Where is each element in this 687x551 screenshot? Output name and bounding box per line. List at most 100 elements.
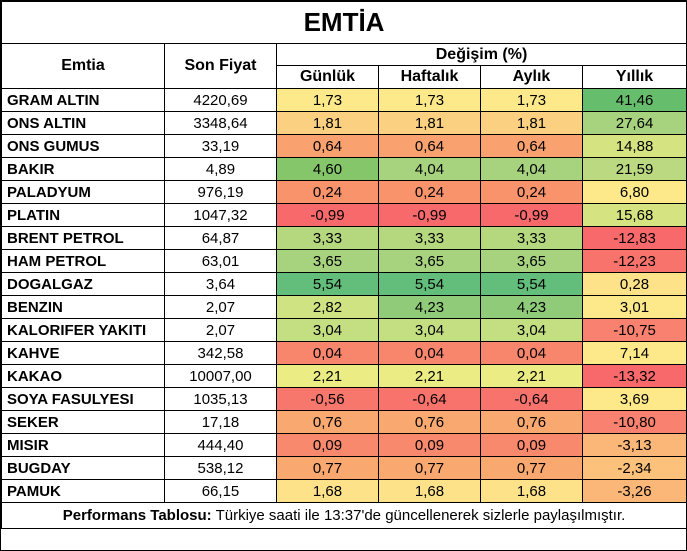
- yearly-change-cell: 41,46: [581, 88, 687, 112]
- last-price-cell: 64,87: [164, 226, 277, 250]
- monthly-change-cell: 0,76: [480, 410, 583, 434]
- daily-change-cell: 3,65: [276, 249, 379, 273]
- yearly-change-cell: -3,26: [581, 479, 687, 503]
- last-price-cell: 10007,00: [164, 364, 277, 388]
- commodity-name-cell: KALORIFER YAKITI: [1, 318, 165, 342]
- monthly-change-cell: 3,04: [480, 318, 583, 342]
- daily-change-cell: -0,56: [276, 387, 379, 411]
- table-row: PALADYUM 976,19 0,24 0,24 0,24 6,80: [1, 180, 687, 204]
- monthly-change-cell: -0,99: [480, 203, 583, 227]
- weekly-change-cell: 0,64: [378, 134, 481, 158]
- monthly-change-cell: 1,73: [480, 88, 583, 112]
- table-row: SOYA FASULYESI 1035,13 -0,56 -0,64 -0,64 3,69: [1, 387, 687, 411]
- daily-change-cell: 4,60: [276, 157, 379, 181]
- header-daily: Günlük: [276, 65, 379, 89]
- commodity-name-cell: SEKER: [1, 410, 165, 434]
- yearly-change-cell: -12,23: [581, 249, 687, 273]
- daily-change-cell: 1,68: [276, 479, 379, 503]
- weekly-change-cell: 4,23: [378, 295, 481, 319]
- monthly-change-cell: 0,77: [480, 456, 583, 480]
- monthly-change-cell: 4,04: [480, 157, 583, 181]
- monthly-change-cell: 4,23: [480, 295, 583, 319]
- commodity-name-cell: HAM PETROL: [1, 249, 165, 273]
- yearly-change-cell: 21,59: [581, 157, 687, 181]
- commodity-name-cell: DOGALGAZ: [1, 272, 165, 296]
- yearly-change-cell: 3,01: [581, 295, 687, 319]
- last-price-cell: 4220,69: [164, 88, 277, 112]
- daily-change-cell: 2,82: [276, 295, 379, 319]
- table-row: BAKIR 4,89 4,60 4,04 4,04 21,59: [1, 157, 687, 181]
- last-price-cell: 3348,64: [164, 111, 277, 135]
- table-row: MISIR 444,40 0,09 0,09 0,09 -3,13: [1, 433, 687, 457]
- daily-change-cell: 0,04: [276, 341, 379, 365]
- monthly-change-cell: 3,65: [480, 249, 583, 273]
- yearly-change-cell: -13,32: [581, 364, 687, 388]
- daily-change-cell: 0,64: [276, 134, 379, 158]
- monthly-change-cell: 1,68: [480, 479, 583, 503]
- monthly-change-cell: -0,64: [480, 387, 583, 411]
- commodity-table: EMTİA Emtia Son Fiyat Değişim (%) Günlük…: [0, 1, 687, 529]
- daily-change-cell: 1,81: [276, 111, 379, 135]
- header-last-price: Son Fiyat: [164, 43, 277, 89]
- commodity-name-cell: GRAM ALTIN: [1, 88, 165, 112]
- weekly-change-cell: 0,24: [378, 180, 481, 204]
- last-price-cell: 17,18: [164, 410, 277, 434]
- monthly-change-cell: 0,09: [480, 433, 583, 457]
- last-price-cell: 342,58: [164, 341, 277, 365]
- table-row: KAKAO 10007,00 2,21 2,21 2,21 -13,32: [1, 364, 687, 388]
- daily-change-cell: 5,54: [276, 272, 379, 296]
- yearly-change-cell: -2,34: [581, 456, 687, 480]
- last-price-cell: 1047,32: [164, 203, 277, 227]
- last-price-cell: 538,12: [164, 456, 277, 480]
- table-row: BENZIN 2,07 2,82 4,23 4,23 3,01: [1, 295, 687, 319]
- daily-change-cell: -0,99: [276, 203, 379, 227]
- commodity-name-cell: PLATIN: [1, 203, 165, 227]
- commodity-name-cell: SOYA FASULYESI: [1, 387, 165, 411]
- table-row: PLATIN 1047,32 -0,99 -0,99 -0,99 15,68: [1, 203, 687, 227]
- weekly-change-cell: -0,99: [378, 203, 481, 227]
- last-price-cell: 976,19: [164, 180, 277, 204]
- monthly-change-cell: 0,64: [480, 134, 583, 158]
- commodity-name-cell: ONS GUMUS: [1, 134, 165, 158]
- daily-change-cell: 3,33: [276, 226, 379, 250]
- daily-change-cell: 0,77: [276, 456, 379, 480]
- monthly-change-cell: 0,24: [480, 180, 583, 204]
- monthly-change-cell: 0,04: [480, 341, 583, 365]
- weekly-change-cell: 5,54: [378, 272, 481, 296]
- commodity-name-cell: ONS ALTIN: [1, 111, 165, 135]
- weekly-change-cell: 0,09: [378, 433, 481, 457]
- yearly-change-cell: 0,28: [581, 272, 687, 296]
- table-row: ONS GUMUS 33,19 0,64 0,64 0,64 14,88: [1, 134, 687, 158]
- yearly-change-cell: 27,64: [581, 111, 687, 135]
- table-row: SEKER 17,18 0,76 0,76 0,76 -10,80: [1, 410, 687, 434]
- header-weekly: Haftalık: [378, 65, 481, 89]
- yearly-change-cell: -10,80: [581, 410, 687, 434]
- last-price-cell: 63,01: [164, 249, 277, 273]
- table-row: GRAM ALTIN 4220,69 1,73 1,73 1,73 41,46: [1, 88, 687, 112]
- last-price-cell: 444,40: [164, 433, 277, 457]
- last-price-cell: 66,15: [164, 479, 277, 503]
- commodity-name-cell: BENZIN: [1, 295, 165, 319]
- header-yearly: Yıllık: [581, 65, 687, 89]
- monthly-change-cell: 5,54: [480, 272, 583, 296]
- table-row: KALORIFER YAKITI 2,07 3,04 3,04 3,04 -10,75: [1, 318, 687, 342]
- table-row: ONS ALTIN 3348,64 1,81 1,81 1,81 27,64: [1, 111, 687, 135]
- monthly-change-cell: 1,81: [480, 111, 583, 135]
- table-row: DOGALGAZ 3,64 5,54 5,54 5,54 0,28: [1, 272, 687, 296]
- table-row: BUGDAY 538,12 0,77 0,77 0,77 -2,34: [1, 456, 687, 480]
- header-monthly: Aylık: [480, 65, 583, 89]
- table-row: PAMUK 66,15 1,68 1,68 1,68 -3,26: [1, 479, 687, 503]
- yearly-change-cell: -3,13: [581, 433, 687, 457]
- monthly-change-cell: 3,33: [480, 226, 583, 250]
- weekly-change-cell: 0,77: [378, 456, 481, 480]
- daily-change-cell: 1,73: [276, 88, 379, 112]
- weekly-change-cell: 0,04: [378, 341, 481, 365]
- daily-change-cell: 0,76: [276, 410, 379, 434]
- weekly-change-cell: 1,73: [378, 88, 481, 112]
- weekly-change-cell: 4,04: [378, 157, 481, 181]
- weekly-change-cell: 3,04: [378, 318, 481, 342]
- yearly-change-cell: -10,75: [581, 318, 687, 342]
- weekly-change-cell: 2,21: [378, 364, 481, 388]
- header-commodity: Emtia: [1, 43, 165, 89]
- weekly-change-cell: 3,33: [378, 226, 481, 250]
